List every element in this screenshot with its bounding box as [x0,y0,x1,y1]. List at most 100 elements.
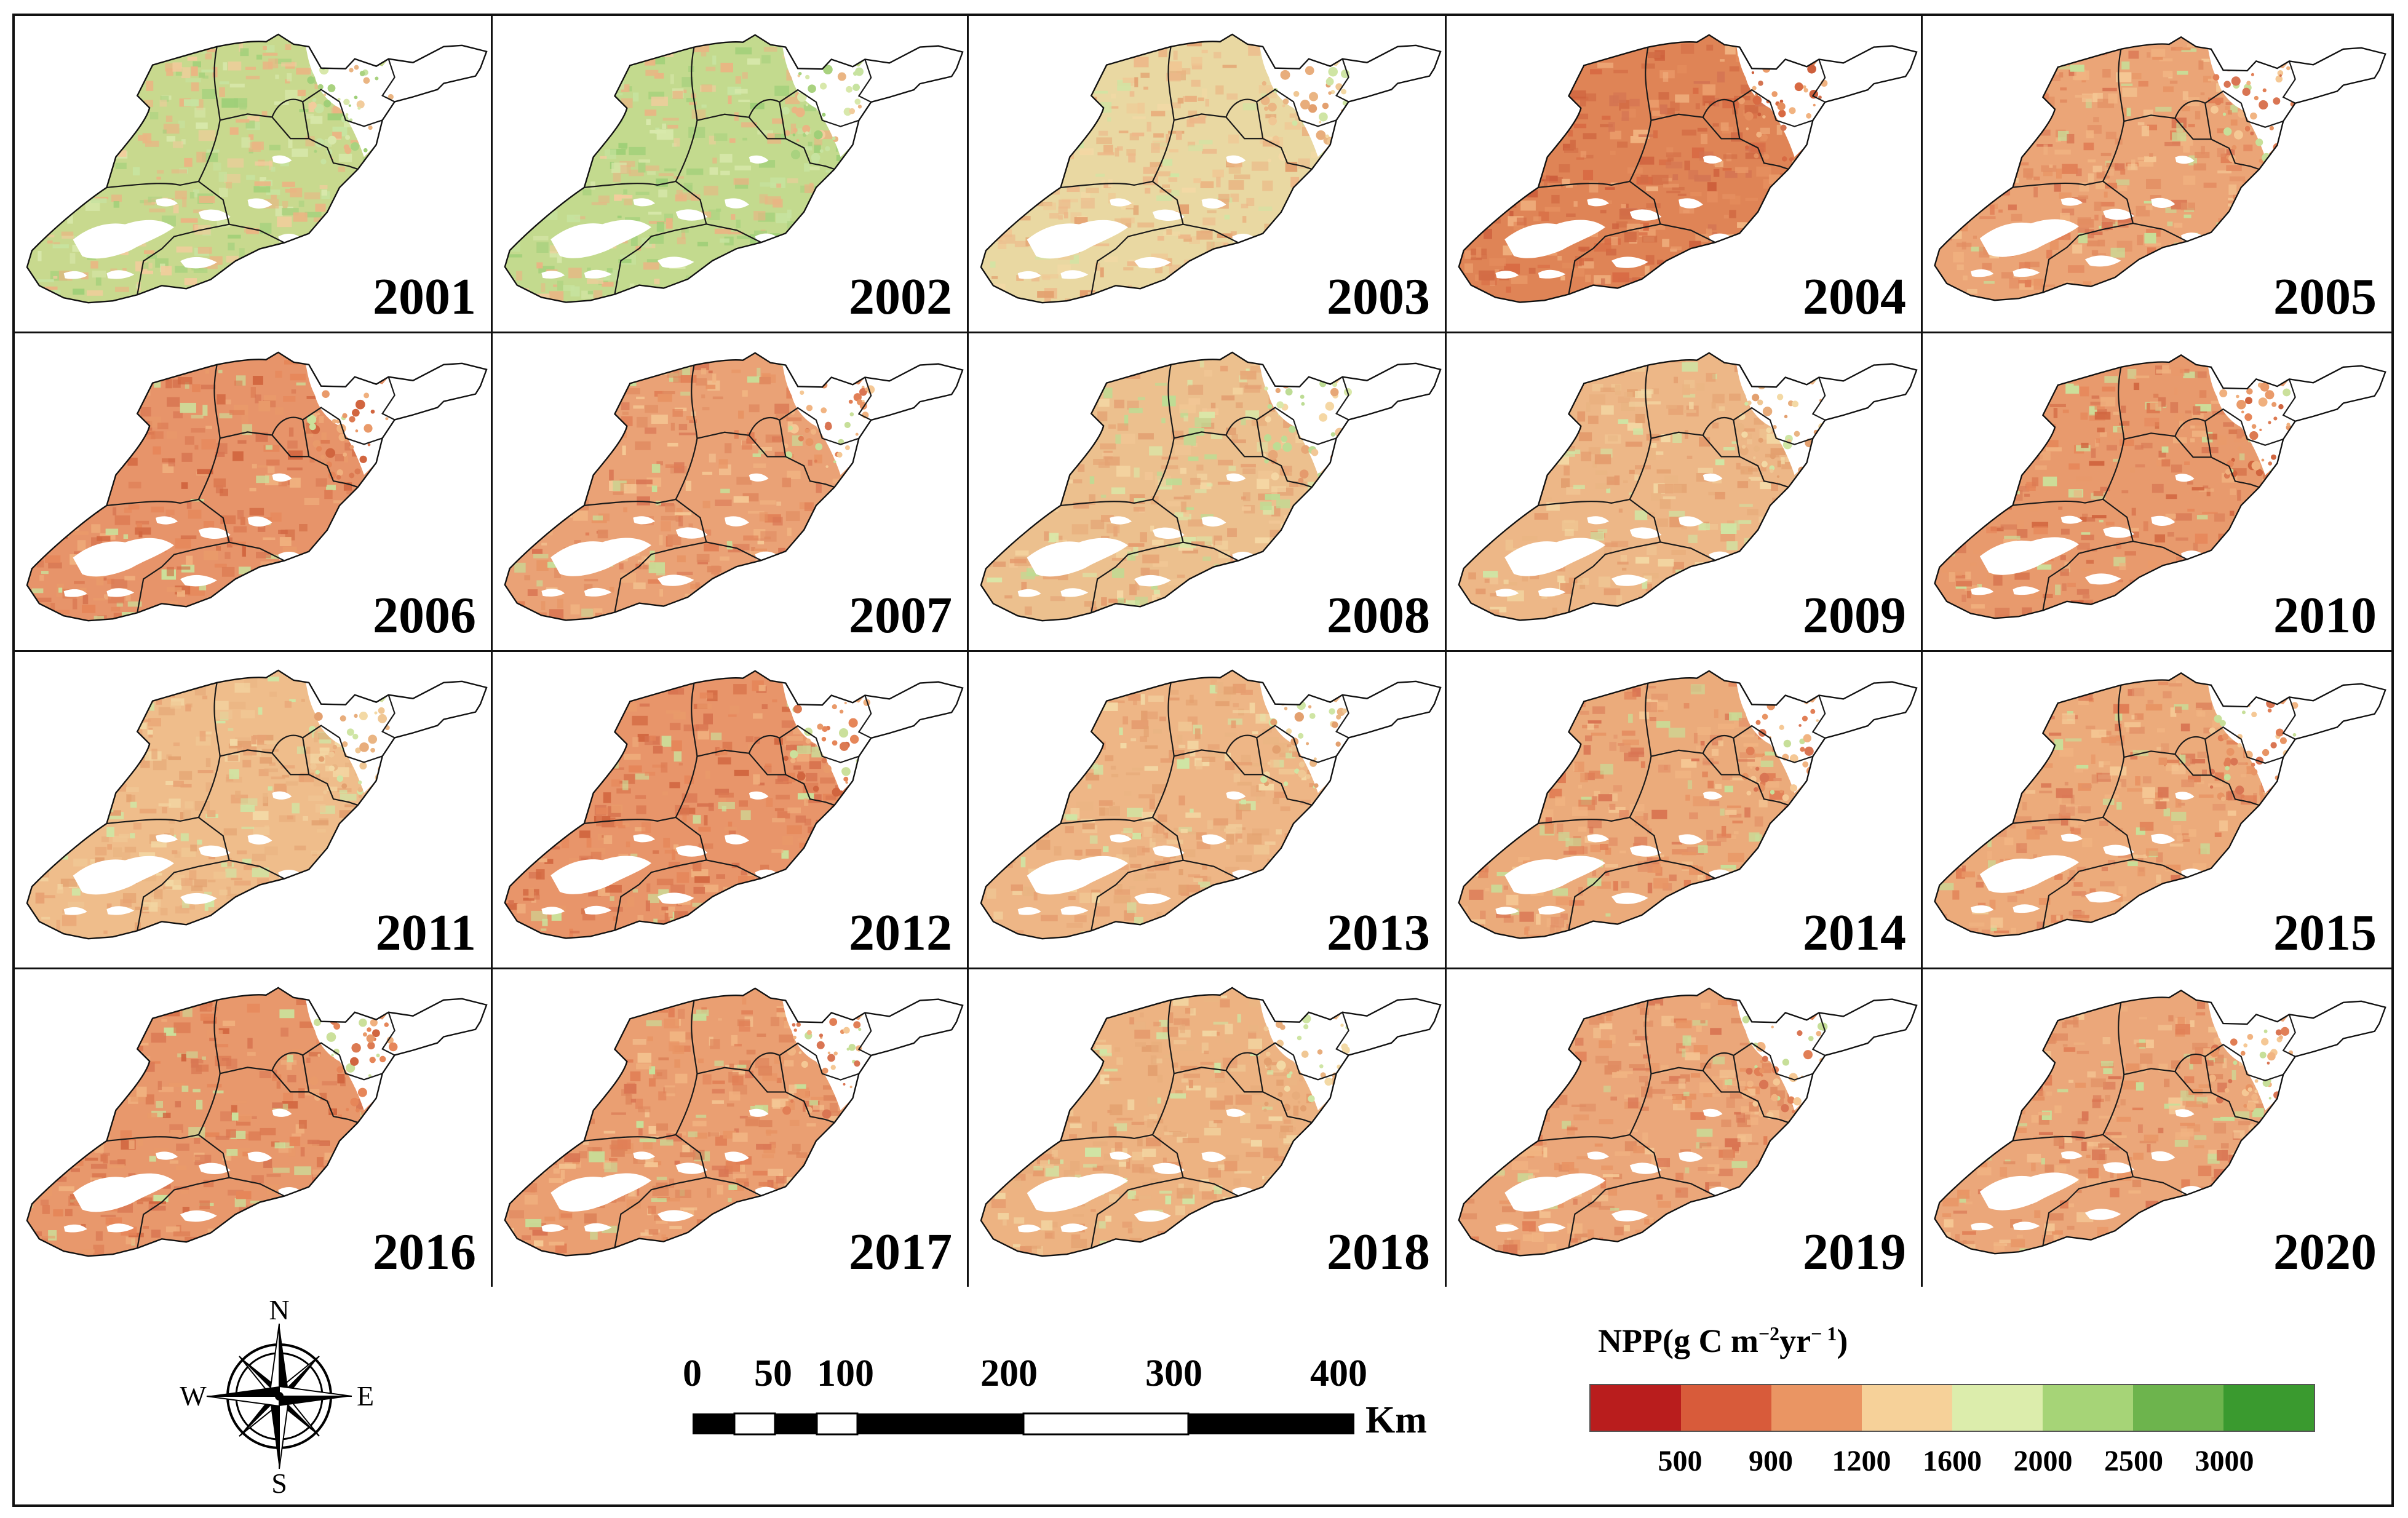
admin-boundaries [106,364,395,613]
scale-tick-200: 200 [980,1353,1038,1394]
admin-boundaries [2013,367,2296,611]
region-outline [1934,354,2386,619]
region-outline [980,351,1442,622]
admin-boundaries [1538,1000,1826,1248]
admin-boundaries [1060,999,1349,1249]
npp-map-2010 [1934,354,2386,619]
legend-tick-label: 3000 [2195,1445,2254,1477]
map-panel-2010: 2010 [1923,333,2391,652]
map-panel-2002: 2002 [493,16,969,333]
map-panel-2007: 2007 [493,333,969,652]
scale-tick-0: 0 [683,1353,702,1394]
legend-tick-label: 900 [1749,1445,1793,1477]
legend-tick-label: 1200 [1832,1445,1891,1477]
scale-tick-100: 100 [817,1353,874,1394]
legend-swatch-1 [1591,1385,1681,1431]
admin-boundaries [584,683,872,931]
map-panel-2012: 2012 [493,652,969,969]
admin-boundaries [584,47,872,295]
map-panel-2004: 2004 [1447,16,1923,333]
admin-boundaries [2013,1002,2296,1246]
admin-boundaries [2013,49,2296,293]
year-label: 2019 [1803,1223,1906,1281]
admin-boundaries [106,999,395,1249]
npp-map-2014 [1458,670,1918,939]
map-panel-2020: 2020 [1923,969,2391,1287]
region-outline [980,669,1442,940]
compass-rose: N S E W [180,1296,374,1498]
legend-swatch-7 [2133,1385,2223,1431]
region-outline [26,987,488,1257]
region-outline [26,351,488,622]
year-label: 2004 [1803,268,1906,325]
map-panel-2013: 2013 [969,652,1447,969]
npp-map-2006 [26,351,488,622]
admin-boundaries [106,46,395,295]
admin-boundaries [1538,683,1826,931]
region-outline [504,352,964,621]
npp-legend: NPP(g C m−2yr− 1) 500 900 1200 1600 2000 2500… [1589,1324,2364,1490]
figure-frame: 2001 2002 2003 2004 2005 2006 2007 2008 2009 2010… [12,14,2394,1507]
map-panel-2005: 2005 [1923,16,2391,333]
legend-ticks: 500 900 1200 1600 2000 2500 3000 [1589,1447,2315,1484]
map-panel-2006: 2006 [15,333,493,652]
map-panel-2008: 2008 [969,333,1447,652]
year-label: 2016 [373,1223,476,1281]
npp-map-2009 [1458,352,1918,621]
year-label: 2007 [849,587,952,644]
year-label: 2015 [2273,904,2377,961]
year-label: 2003 [1327,268,1430,325]
compass-north-label: N [269,1294,290,1325]
admin-boundaries [106,682,395,931]
map-panel-2009: 2009 [1447,333,1923,652]
map-panel-2019: 2019 [1447,969,1923,1287]
legend-swatch-4 [1862,1385,1952,1431]
legend-swatch-6 [2043,1385,2133,1431]
region-outline [1458,34,1918,303]
npp-map-2015 [1934,672,2386,937]
npp-map-2001 [26,33,488,304]
npp-map-2008 [980,351,1442,622]
map-panel-2018: 2018 [969,969,1447,1287]
legend-color-bar [1589,1384,2315,1432]
map-panel-2017: 2017 [493,969,969,1287]
legend-title: NPP(g C m−2yr− 1) [1598,1322,1848,1359]
region-outline [1934,989,2386,1255]
region-outline [504,670,964,939]
year-label: 2006 [373,587,476,644]
region-outline [26,33,488,304]
legend-tick-label: 2000 [2013,1445,2073,1477]
region-outline [26,669,488,940]
scale-tick-300: 300 [1145,1353,1202,1394]
npp-map-2016 [26,987,488,1257]
npp-map-2002 [504,34,964,303]
compass-west-label: W [180,1380,207,1412]
npp-map-2004 [1458,34,1918,303]
npp-map-2019 [1458,987,1918,1257]
region-outline [504,987,964,1257]
legend-swatch-5 [1952,1385,2043,1431]
compass-east-label: E [356,1380,375,1412]
npp-map-2007 [504,352,964,621]
year-label: 2010 [2273,587,2377,644]
admin-boundaries [2013,685,2296,929]
legend-swatch-8 [2223,1385,2314,1431]
admin-boundaries [584,1000,872,1248]
region-outline [1458,987,1918,1257]
year-label: 2001 [373,268,476,325]
npp-map-2013 [980,669,1442,940]
region-outline [980,987,1442,1257]
admin-boundaries [1060,46,1349,295]
region-outline [1934,36,2386,301]
scale-bar: 0 50 100 200 300 400 Km [630,1354,1491,1441]
map-grid: 2001 2002 2003 2004 2005 2006 2007 2008 2009 2010… [15,16,2391,1287]
scale-tick-400: 400 [1310,1353,1367,1394]
region-outline [1934,672,2386,937]
region-outline [980,33,1442,304]
scale-bar-graphic [693,1412,1354,1436]
region-outline [504,34,964,303]
legend-swatch-3 [1771,1385,1862,1431]
legend-tick-label: 500 [1658,1445,1703,1477]
legend-swatch-2 [1681,1385,1771,1431]
npp-map-2011 [26,669,488,940]
